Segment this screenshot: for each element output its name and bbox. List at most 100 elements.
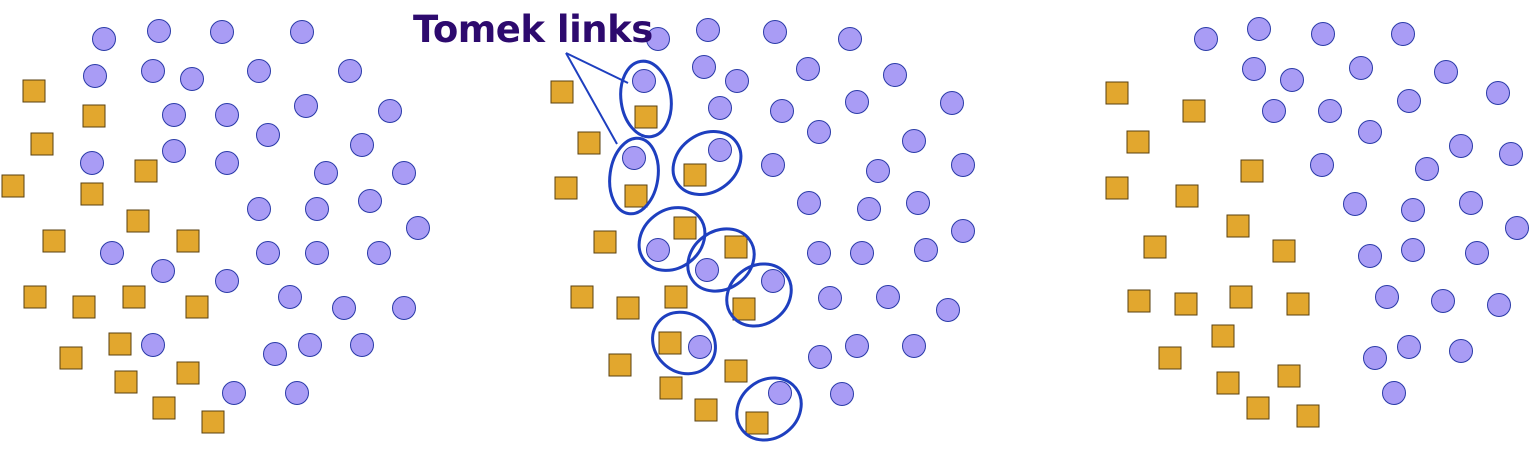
majority-circle	[1262, 99, 1286, 123]
tomek-link-ellipse	[725, 262, 793, 328]
minority-square	[126, 209, 150, 233]
tomek-link-ellipse	[686, 227, 756, 293]
majority-circle	[1449, 339, 1473, 363]
majority-circle	[845, 90, 869, 114]
majority-circle	[392, 296, 416, 320]
minority-square	[664, 285, 688, 309]
pointer-line	[565, 52, 618, 145]
majority-circle	[857, 197, 881, 221]
majority-circle	[256, 241, 280, 265]
majority-circle	[215, 269, 239, 293]
minority-square	[1175, 184, 1199, 208]
majority-circle	[1505, 216, 1529, 240]
majority-circle	[147, 19, 171, 43]
annotation-pointer-lines	[565, 52, 629, 145]
majority-circle	[876, 285, 900, 309]
majority-circle	[151, 259, 175, 283]
majority-circle	[845, 334, 869, 358]
minority-square	[1158, 346, 1182, 370]
minority-square	[114, 370, 138, 394]
majority-circle	[725, 69, 749, 93]
minority-square	[1272, 239, 1296, 263]
majority-circle	[80, 151, 104, 175]
majority-circle	[646, 27, 670, 51]
tomek-links-label: Tomek links	[413, 8, 653, 51]
minority-square	[1127, 289, 1151, 313]
minority-square	[616, 296, 640, 320]
majority-circle	[1391, 22, 1415, 46]
majority-circle	[1358, 244, 1382, 268]
minority-square	[570, 285, 594, 309]
majority-circle	[367, 241, 391, 265]
minority-square	[185, 295, 209, 319]
tomek-link-ellipse	[619, 59, 673, 139]
majority-circle	[761, 269, 785, 293]
majority-circle	[902, 129, 926, 153]
majority-circle	[1486, 81, 1510, 105]
majority-circle	[392, 161, 416, 185]
majority-circle	[180, 67, 204, 91]
majority-circle	[285, 381, 309, 405]
majority-circle	[1465, 241, 1489, 265]
pointer-line	[565, 52, 629, 84]
majority-circle	[768, 381, 792, 405]
minority-square	[673, 216, 697, 240]
majority-circle	[294, 94, 318, 118]
minority-square	[593, 230, 617, 254]
majority-circle	[770, 99, 794, 123]
majority-circle	[162, 103, 186, 127]
majority-circle	[278, 285, 302, 309]
majority-circle	[332, 296, 356, 320]
majority-circle	[951, 153, 975, 177]
panel-tomek-links	[550, 18, 975, 435]
tomek-link-ellipse	[671, 130, 743, 196]
majority-circle	[906, 191, 930, 215]
panel-after-removal	[1105, 17, 1529, 428]
minority-square	[1277, 364, 1301, 388]
majority-circle	[247, 197, 271, 221]
majority-circle	[162, 139, 186, 163]
minority-square	[732, 297, 756, 321]
majority-circle	[692, 55, 716, 79]
majority-circle	[1343, 192, 1367, 216]
minority-square	[608, 353, 632, 377]
minority-square	[22, 79, 46, 103]
majority-circle	[1247, 17, 1271, 41]
minority-square	[1286, 292, 1310, 316]
minority-square	[577, 131, 601, 155]
majority-circle	[622, 146, 646, 170]
majority-circle	[632, 69, 656, 93]
majority-circle	[1487, 293, 1511, 317]
tomek-link-ellipse	[735, 376, 803, 442]
majority-circle	[1431, 289, 1455, 313]
majority-circle	[866, 159, 890, 183]
majority-circle	[305, 197, 329, 221]
majority-circle	[378, 99, 402, 123]
majority-circle	[222, 381, 246, 405]
majority-circle	[850, 241, 874, 265]
majority-circle	[83, 64, 107, 88]
panel-original	[1, 19, 430, 434]
minority-square	[724, 359, 748, 383]
majority-circle	[708, 138, 732, 162]
majority-circle	[1401, 238, 1425, 262]
majority-circle	[1459, 191, 1483, 215]
minority-square	[659, 376, 683, 400]
minority-square	[694, 398, 718, 422]
minority-square	[152, 396, 176, 420]
majority-circle	[350, 333, 374, 357]
majority-circle	[1382, 381, 1406, 405]
minority-square	[176, 229, 200, 253]
minority-square	[134, 159, 158, 183]
minority-square	[658, 331, 682, 355]
minority-square	[624, 184, 648, 208]
majority-circle	[695, 258, 719, 282]
majority-circle	[247, 59, 271, 83]
minority-square	[1240, 159, 1264, 183]
minority-square	[1174, 292, 1198, 316]
majority-circle	[807, 241, 831, 265]
minority-square	[122, 285, 146, 309]
majority-circle	[1310, 153, 1334, 177]
majority-circle	[290, 20, 314, 44]
